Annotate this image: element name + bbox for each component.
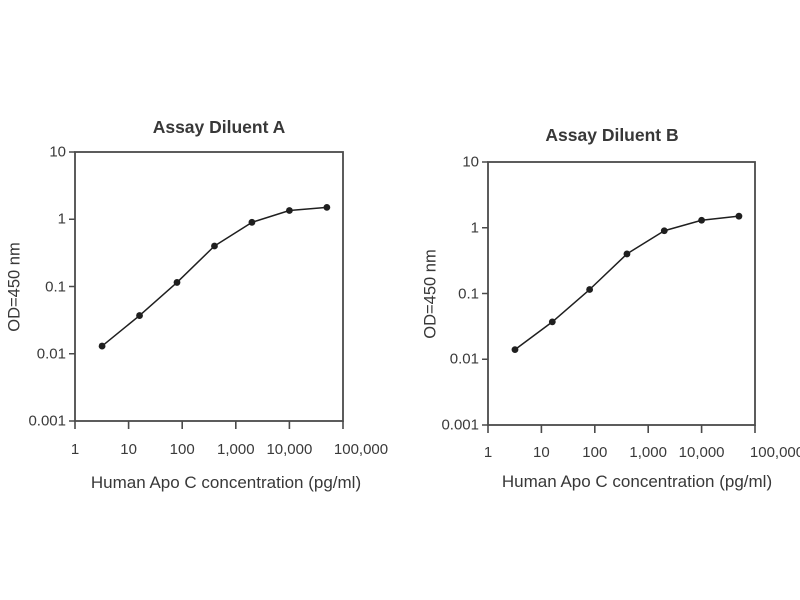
x-axis-label: Human Apo C concentration (pg/ml) <box>501 472 773 491</box>
y-tick-label: 10 <box>462 153 479 171</box>
data-point <box>211 242 218 250</box>
y-tick-label: 0.001 <box>441 416 479 434</box>
data-point <box>586 286 594 293</box>
x-tick-label: 1,000 <box>629 444 667 461</box>
data-point <box>511 346 519 354</box>
data-point <box>735 212 743 220</box>
data-point <box>98 342 106 350</box>
y-tick-label: 0.1 <box>45 278 66 295</box>
data-point <box>248 218 256 226</box>
data-point <box>660 227 668 235</box>
chart-title: Assay Diluent A <box>152 116 286 137</box>
data-point <box>136 312 143 319</box>
x-tick-label: 1 <box>70 441 80 458</box>
data-point <box>286 207 293 214</box>
data-point <box>698 216 705 224</box>
x-tick-label: 100,000 <box>333 441 389 458</box>
axis-frame <box>487 161 756 426</box>
y-tick-label: 0.1 <box>458 285 479 302</box>
x-tick-label: 10,000 <box>678 444 725 461</box>
x-tick-label: 100 <box>169 441 195 458</box>
y-axis-label: OD=450 nm <box>421 249 440 339</box>
x-tick-label: 10,000 <box>266 441 313 458</box>
y-tick-label: 1 <box>470 219 479 237</box>
y-tick-label: 0.001 <box>28 412 66 430</box>
data-point <box>173 279 181 286</box>
data-line <box>514 215 740 351</box>
x-tick-label: 10 <box>120 441 137 458</box>
y-tick-label: 10 <box>49 143 66 161</box>
y-tick-label: 0.01 <box>36 345 66 363</box>
data-point <box>548 318 556 326</box>
x-tick-label: 1 <box>483 444 493 461</box>
x-axis-label: Human Apo C concentration (pg/ml) <box>90 473 362 492</box>
x-tick-label: 1,000 <box>217 441 255 458</box>
y-tick-label: 0.01 <box>449 350 479 368</box>
data-point <box>623 250 631 258</box>
axis-ticks <box>69 151 344 429</box>
x-tick-label: 10 <box>533 444 550 461</box>
chart-title: Assay Diluent B <box>545 124 679 145</box>
axis-ticks <box>482 161 756 433</box>
x-tick-label: 100 <box>582 444 608 461</box>
y-tick-label: 1 <box>57 210 66 228</box>
data-point <box>323 204 331 211</box>
x-tick-label: 100,000 <box>749 444 800 461</box>
